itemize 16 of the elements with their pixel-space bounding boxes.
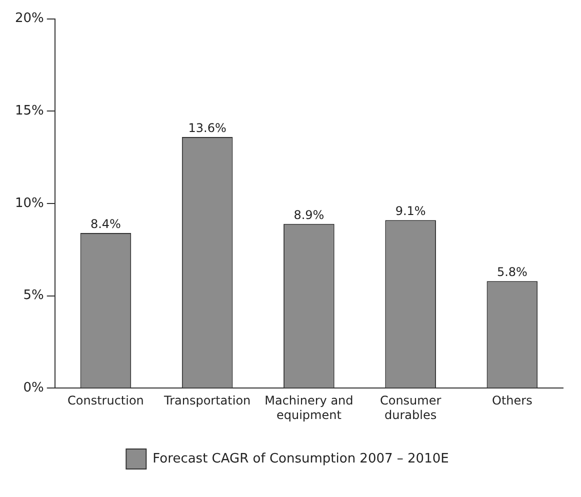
x-tick-label: Machinery and equipment bbox=[264, 394, 354, 422]
y-tick-label: 15% bbox=[14, 104, 44, 119]
data-label: 9.1% bbox=[395, 204, 426, 218]
x-tick-label: Construction bbox=[68, 394, 144, 408]
legend-label: Forecast CAGR of Consumption 2007 – 2010E bbox=[152, 451, 449, 466]
data-label: 8.9% bbox=[294, 208, 324, 222]
x-tick-label: Transportation bbox=[163, 394, 251, 408]
x-tick-label: Consumer durables bbox=[380, 394, 442, 422]
x-tick-label: Others bbox=[492, 394, 532, 408]
y-tick-label: 5% bbox=[23, 288, 44, 304]
data-label: 5.8% bbox=[496, 265, 528, 280]
y-tick-label: 0% bbox=[23, 380, 44, 396]
data-label: 13.6% bbox=[188, 121, 226, 136]
y-tick-label: 20% bbox=[14, 11, 44, 26]
y-tick-label: 10% bbox=[14, 196, 44, 211]
data-label: 8.4% bbox=[90, 217, 121, 232]
